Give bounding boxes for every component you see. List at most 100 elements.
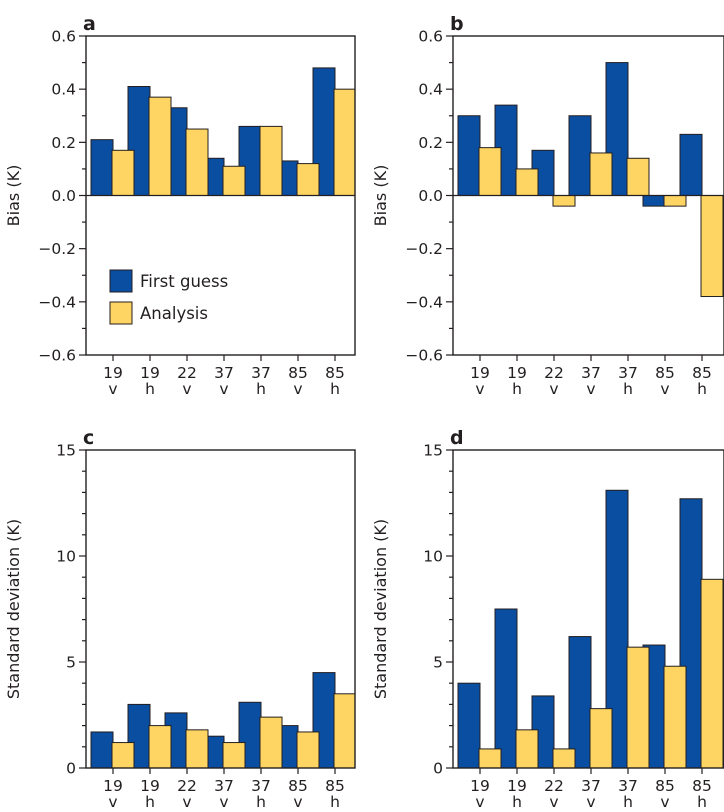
first-guess-bar-5	[605, 489, 629, 768]
x-category-polarization: v	[475, 793, 484, 811]
analysis-bar-3	[185, 729, 209, 768]
x-category-polarization: v	[549, 793, 558, 811]
x-category-frequency: 22	[177, 777, 197, 795]
x-category-polarization: v	[586, 380, 595, 398]
panel-letter: b	[450, 13, 464, 35]
y-tick-label: 0.6	[418, 28, 443, 46]
y-tick-label: 0.6	[51, 28, 76, 46]
x-category-frequency: 19	[507, 364, 527, 382]
y-tick-label: 0	[66, 760, 76, 778]
analysis-bar-3	[552, 748, 576, 768]
analysis-bar-3	[552, 195, 576, 207]
x-category-frequency: 19	[470, 364, 490, 382]
analysis-bar-2	[148, 725, 172, 768]
y-tick-label: −0.4	[405, 293, 443, 311]
plot-frame	[452, 35, 724, 356]
x-category-frequency: 19	[470, 777, 490, 795]
x-category-frequency: 19	[103, 777, 123, 795]
bars-group	[90, 672, 355, 768]
analysis-bar-7	[700, 195, 724, 298]
analysis-bar-1	[111, 742, 135, 768]
x-category-polarization: v	[108, 380, 117, 398]
y-tick-label: −0.2	[405, 240, 443, 258]
x-category-polarization: h	[256, 793, 266, 811]
x-category-frequency: 37	[251, 777, 271, 795]
y-axis-label: Standard deviation (K)	[4, 519, 23, 699]
first-guess-bar-4	[568, 636, 592, 768]
analysis-bar-5	[259, 125, 283, 196]
y-tick-label: 0.2	[51, 134, 76, 152]
x-category-frequency: 19	[140, 364, 160, 382]
first-guess-bar-1	[90, 139, 114, 197]
analysis-bar-5	[626, 646, 650, 768]
y-tick-label: −0.6	[38, 347, 76, 365]
x-category-polarization: v	[549, 380, 558, 398]
x-category-frequency: 19	[140, 777, 160, 795]
y-axis-label: Bias (K)	[4, 165, 23, 227]
y-tick-label: 0.0	[418, 187, 443, 205]
analysis-bar-4	[589, 708, 613, 768]
analysis-bar-2	[515, 168, 539, 197]
analysis-bar-1	[478, 147, 502, 196]
analysis-bar-2	[148, 96, 172, 196]
x-category-polarization: h	[623, 793, 633, 811]
x-category-frequency: 85	[325, 777, 345, 795]
analysis-bar-5	[626, 157, 650, 197]
x-category-polarization: h	[512, 380, 522, 398]
x-category-polarization: v	[219, 793, 228, 811]
bars-group	[457, 62, 724, 298]
y-tick-label: 0	[433, 760, 443, 778]
x-category-polarization: v	[586, 793, 595, 811]
bars-group	[90, 67, 355, 197]
x-category-frequency: 85	[288, 364, 308, 382]
panel-b: −0.6−0.4−0.20.00.20.40.619v19h22v37v37h8…	[371, 13, 724, 398]
x-category-frequency: 37	[618, 777, 638, 795]
x-category-frequency: 19	[507, 777, 527, 795]
analysis-bar-6	[296, 163, 320, 197]
y-tick-label: 15	[56, 442, 76, 460]
x-category-polarization: v	[660, 793, 669, 811]
x-category-frequency: 85	[655, 364, 675, 382]
x-category-frequency: 37	[251, 364, 271, 382]
legend-analysis-label: Analysis	[140, 304, 208, 323]
legend-first-guess-swatch	[109, 269, 133, 293]
x-category-polarization: h	[697, 793, 707, 811]
first-guess-bar-1	[457, 682, 481, 768]
x-category-polarization: h	[145, 793, 155, 811]
y-tick-label: −0.6	[405, 347, 443, 365]
x-category-polarization: h	[330, 793, 340, 811]
plot-frame	[452, 449, 724, 769]
analysis-bar-7	[333, 693, 355, 768]
plot-frame	[85, 35, 356, 356]
y-axis-label: Standard deviation (K)	[371, 519, 390, 699]
analysis-bar-6	[296, 731, 320, 768]
y-tick-label: 0.4	[418, 81, 443, 99]
analysis-bar-3	[185, 128, 209, 197]
x-category-frequency: 22	[544, 777, 564, 795]
y-tick-label: 5	[66, 654, 76, 672]
plot-frame	[85, 449, 356, 769]
x-category-polarization: v	[182, 380, 191, 398]
x-category-frequency: 85	[692, 777, 712, 795]
panel-a: −0.6−0.4−0.20.00.20.40.619v19h22v37v37h8…	[4, 13, 356, 398]
first-guess-bar-1	[90, 731, 114, 768]
x-category-polarization: v	[293, 793, 302, 811]
analysis-bar-4	[222, 742, 246, 768]
x-category-polarization: h	[623, 380, 633, 398]
x-category-polarization: h	[256, 380, 266, 398]
analysis-bar-1	[478, 748, 502, 768]
x-category-frequency: 37	[214, 777, 234, 795]
first-guess-bar-2	[494, 608, 518, 768]
first-guess-bar-4	[568, 115, 592, 196]
x-category-polarization: v	[475, 380, 484, 398]
x-category-polarization: h	[330, 380, 340, 398]
x-category-polarization: v	[219, 380, 228, 398]
legend-first-guess-label: First guess	[140, 272, 228, 291]
analysis-bar-6	[663, 195, 687, 207]
x-category-polarization: v	[182, 793, 191, 811]
y-tick-label: 10	[56, 548, 76, 566]
first-guess-bar-7	[679, 133, 703, 197]
